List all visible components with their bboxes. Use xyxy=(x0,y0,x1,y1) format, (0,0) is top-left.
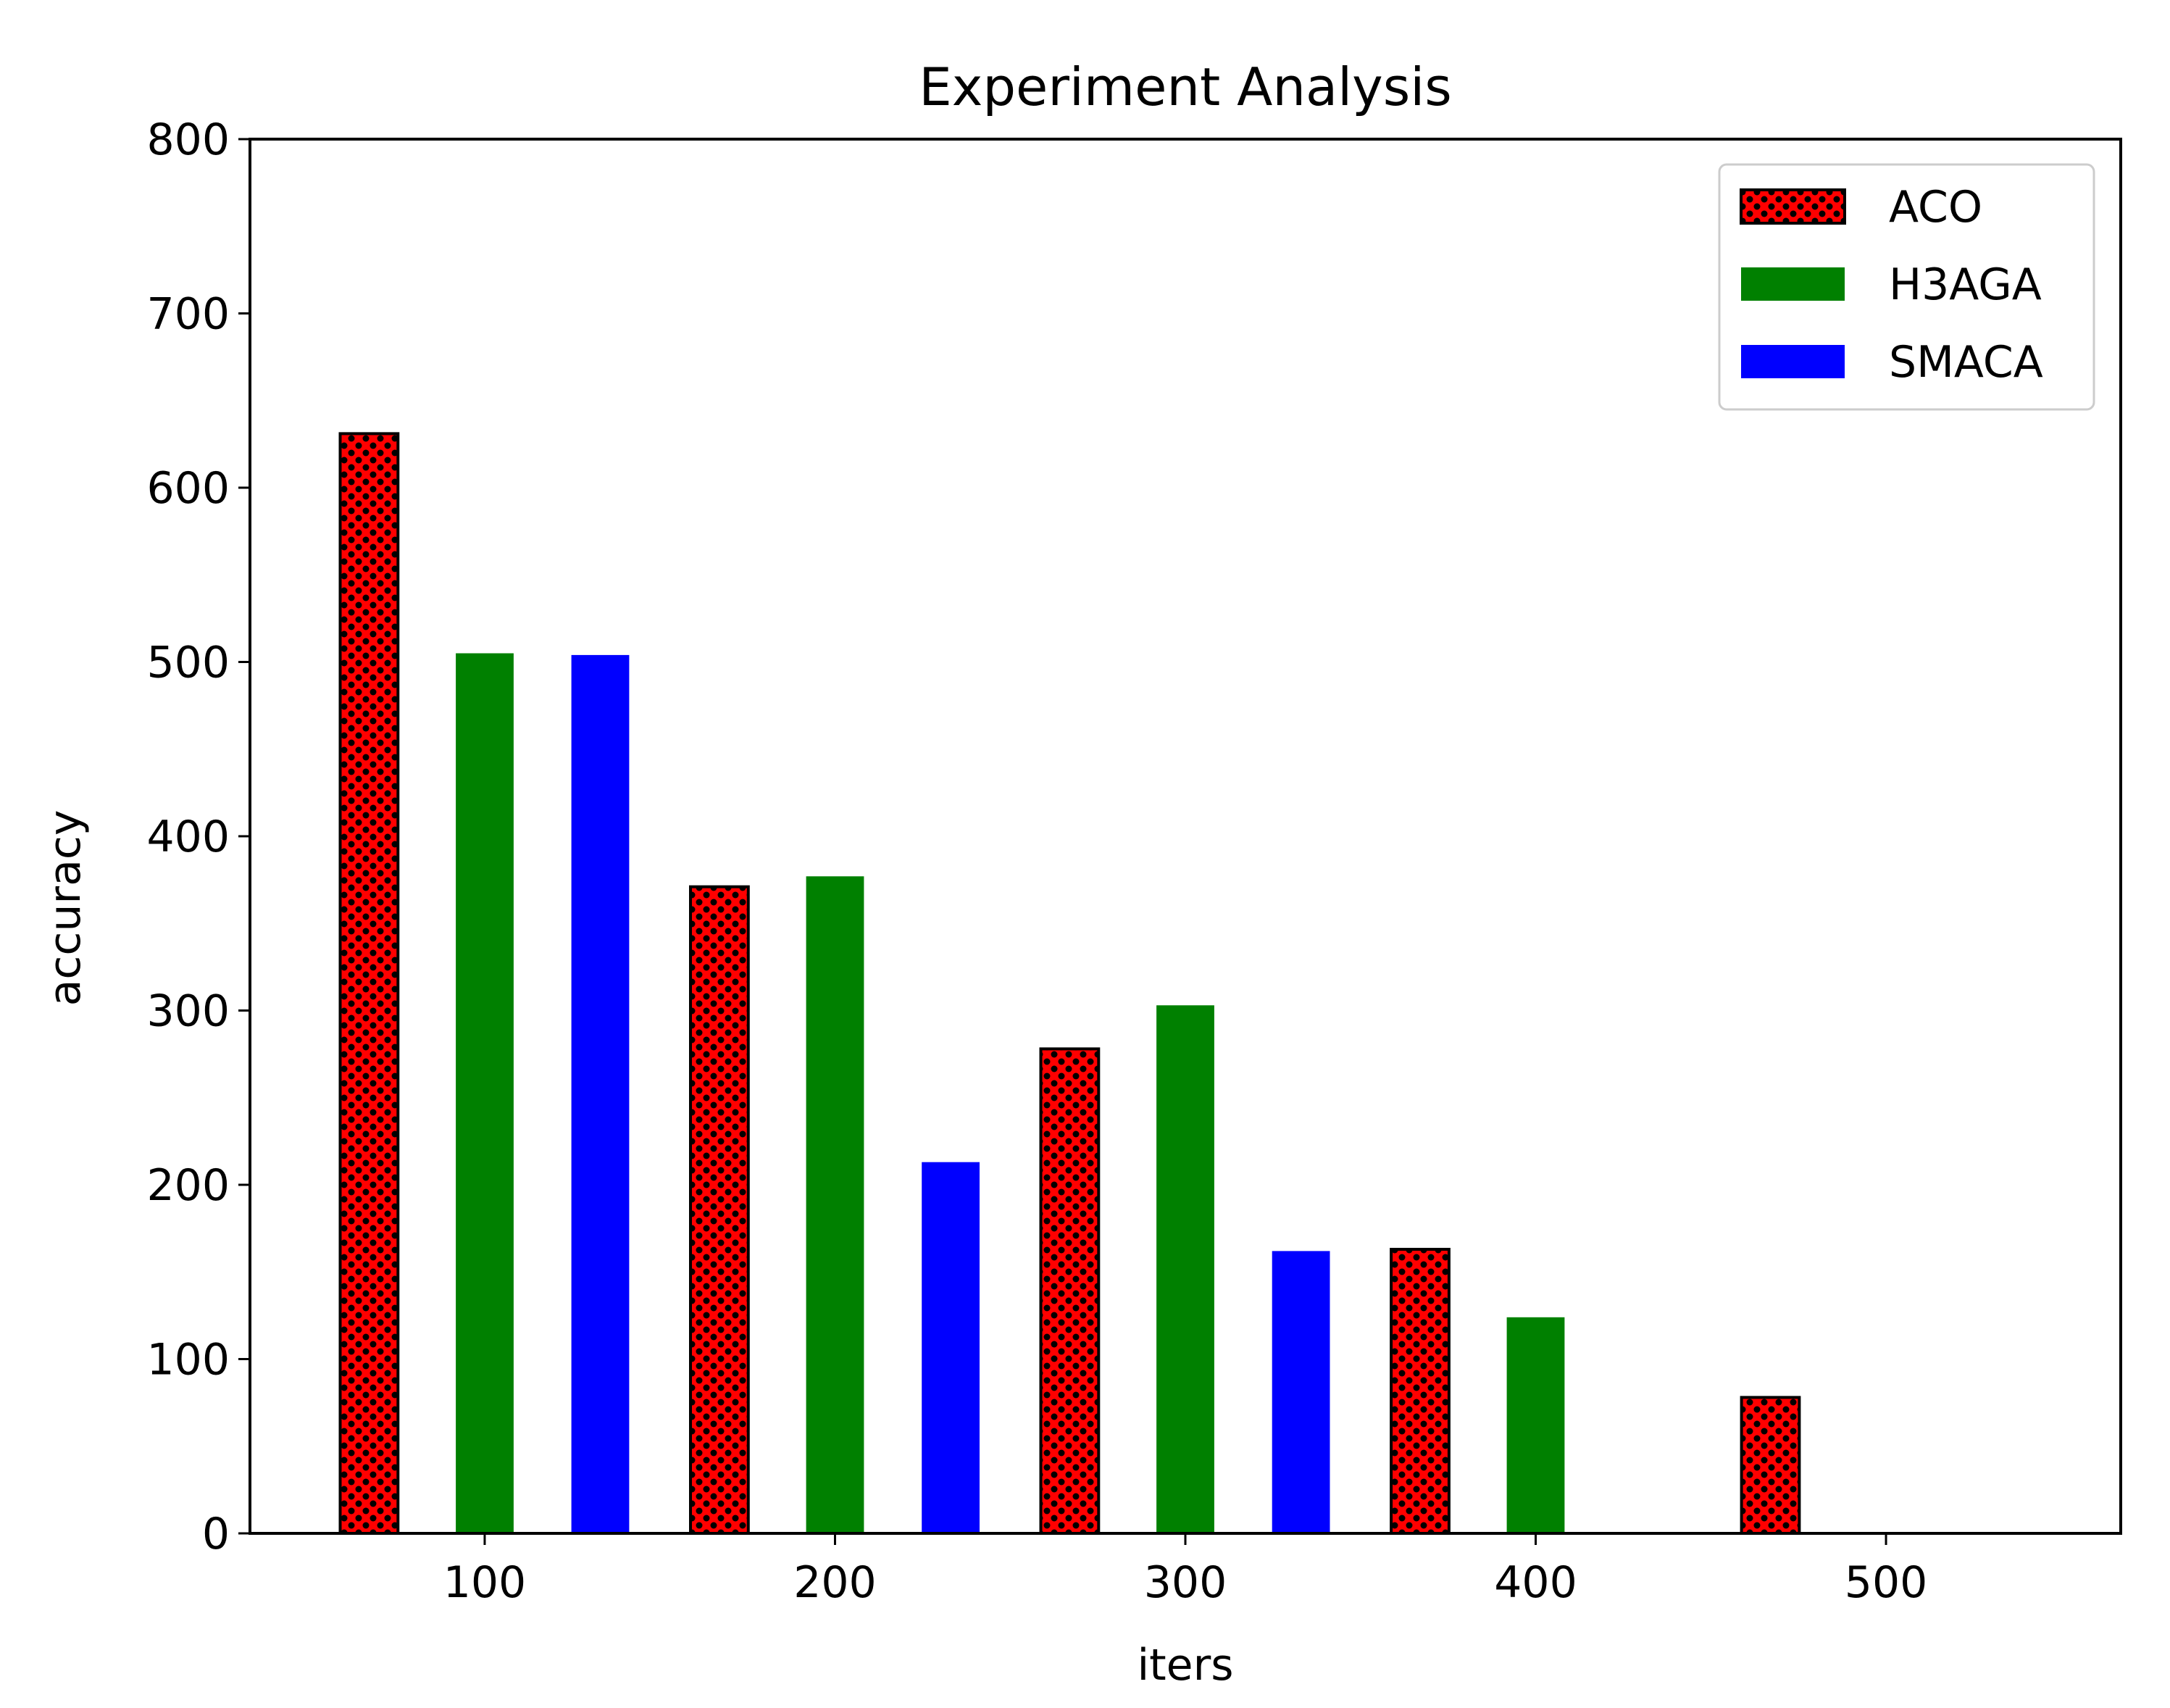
bars xyxy=(338,432,1801,1536)
x-axis-ticks: 100 200 300 400 500 xyxy=(443,1533,1928,1608)
y-tick-label: 200 xyxy=(146,1160,230,1211)
y-tick-label: 0 xyxy=(202,1509,230,1559)
legend-label-aco: ACO xyxy=(1889,182,1982,233)
bar-smaca-1 xyxy=(922,1162,980,1533)
legend-swatch-aco xyxy=(1740,188,1846,225)
bar-aco-2 xyxy=(1039,1047,1101,1535)
bar-smaca-0 xyxy=(571,654,630,1533)
legend: ACO H3AGA SMACA xyxy=(1718,163,2095,411)
legend-swatch-h3aga xyxy=(1741,267,1845,301)
x-axis-label: iters xyxy=(1137,1640,1233,1691)
legend-swatch-smaca xyxy=(1741,345,1845,378)
bar-h3aga-3 xyxy=(1506,1317,1565,1533)
y-tick-label: 500 xyxy=(146,638,230,688)
bar-aco-4 xyxy=(1740,1396,1801,1536)
y-tick-label: 800 xyxy=(146,114,230,165)
y-axis-label: accuracy xyxy=(40,810,91,1007)
bar-h3aga-0 xyxy=(456,653,514,1533)
bar-aco-0 xyxy=(338,432,400,1535)
y-tick-label: 700 xyxy=(146,289,230,340)
y-tick-label: 300 xyxy=(146,986,230,1037)
bar-aco-1 xyxy=(689,885,750,1535)
chart-title: Experiment Analysis xyxy=(919,57,1452,117)
x-tick-label: 200 xyxy=(793,1557,877,1608)
bar-smaca-2 xyxy=(1272,1251,1330,1533)
legend-label-h3aga: H3AGA xyxy=(1889,259,2042,310)
legend-label-smaca: SMACA xyxy=(1889,337,2043,388)
bar-aco-3 xyxy=(1390,1248,1451,1535)
y-tick-label: 400 xyxy=(146,812,230,862)
x-tick-label: 100 xyxy=(443,1557,527,1608)
y-axis-ticks: 0 100 200 300 400 500 600 700 800 xyxy=(146,114,250,1559)
bar-h3aga-2 xyxy=(1156,1005,1214,1533)
bar-h3aga-1 xyxy=(806,876,864,1533)
y-tick-label: 100 xyxy=(146,1335,230,1386)
y-tick-label: 600 xyxy=(146,463,230,514)
x-tick-label: 400 xyxy=(1494,1557,1577,1608)
x-tick-label: 300 xyxy=(1144,1557,1227,1608)
x-tick-label: 500 xyxy=(1845,1557,1928,1608)
